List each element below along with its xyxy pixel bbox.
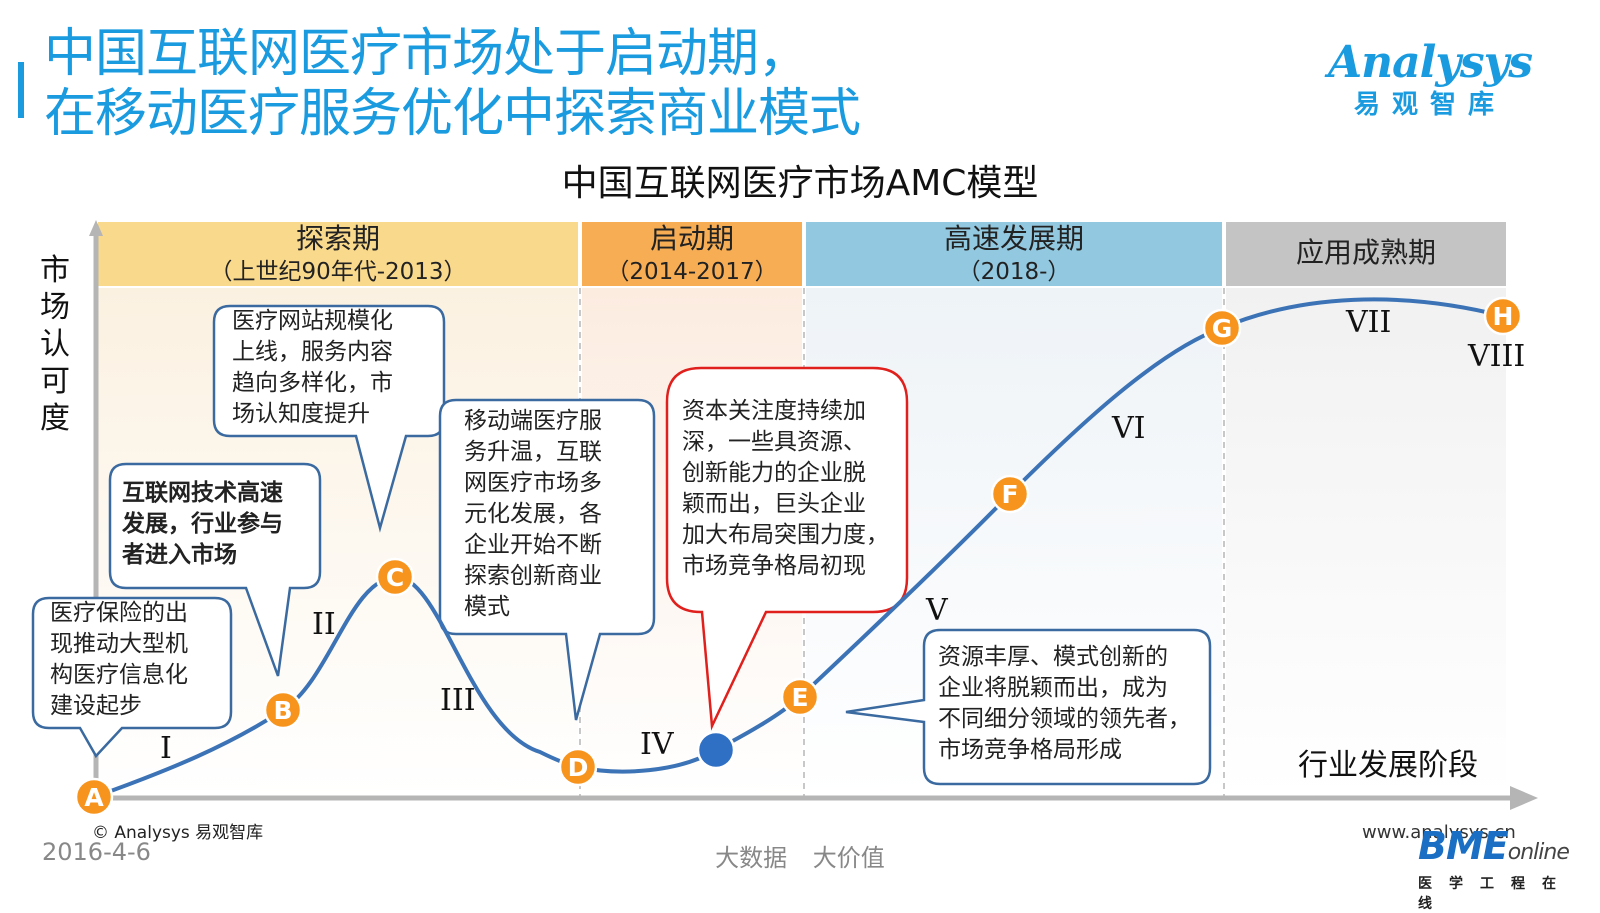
phase-label-3: 高速发展期 (943, 222, 1084, 255)
title-accent-bar (18, 62, 24, 118)
callout-text-5: 资本关注度持续加 深，一些具资源、 创新能力的企业脱 颖而出，巨头企业 加大布局突围力度… (682, 396, 889, 582)
curve-point-label-d: D (568, 753, 589, 782)
callout-5-line-3: 创新能力的企业脱 (682, 460, 866, 486)
callout-1-line-4: 建设起步 (50, 693, 142, 719)
stage-numeral-4: IV (640, 727, 674, 762)
callout-4-line-6: 探索创新商业 (464, 563, 602, 589)
stage-numeral-8: VIII (1468, 339, 1526, 374)
curve-point-label-a: A (84, 783, 104, 812)
callout-6-line-3: 不同细分领域的领先者， (938, 706, 1191, 732)
stage-numeral-3: III (440, 683, 476, 718)
curve-point-label-e: E (791, 683, 808, 712)
callout-bubble-1 (31, 596, 233, 759)
phase-header-1 (98, 222, 578, 286)
callout-5-line-6: 市场竞争格局初现 (682, 553, 866, 579)
phase-label-1: 探索期 (295, 222, 380, 255)
callout-4-line-4: 元化发展，各 (464, 501, 602, 527)
callout-5-line-5: 加大布局突围力度， (682, 522, 889, 548)
analysys-logo: Analysys 易观智库 (1310, 38, 1550, 138)
curve-point-current (696, 730, 736, 770)
curve-point-label-c: C (386, 563, 404, 592)
callout-1-line-1: 医疗保险的出 (50, 600, 188, 626)
callout-6-line-4: 市场竞争格局形成 (938, 737, 1122, 763)
callout-3-line-2: 上线，服务内容 (232, 339, 393, 365)
callout-2-line-3: 者进入市场 (122, 542, 237, 568)
callout-text-6: 资源丰厚、模式创新的 企业将脱颖而出，成为 不同细分领域的领先者， 市场竞争格局形成 (938, 642, 1191, 766)
bme-logo-online: online (1507, 840, 1570, 865)
phase-years-1: （上世纪90年代-2013） (209, 259, 467, 285)
phase-background-4 (1226, 288, 1506, 796)
curve-point-d (558, 747, 598, 787)
callout-text-3: 医疗网站规模化 上线，服务内容 趋向多样化，市 场认知度提升 (232, 306, 393, 430)
page-title: 中国互联网医疗市场处于启动期， 在移动医疗服务优化中探索商业模式 (44, 24, 861, 144)
callout-3-line-3: 趋向多样化，市 (232, 370, 393, 396)
curve-point-label-b: B (273, 696, 292, 725)
callout-3-line-1: 医疗网站规模化 (232, 308, 393, 334)
report-date: 2016-4-6 (42, 838, 151, 866)
stage-numeral-2: II (312, 607, 336, 642)
stage-numeral-1: I (160, 731, 172, 766)
callout-2-line-2: 发展，行业参与 (122, 511, 283, 537)
page-title-line-1: 中国互联网医疗市场处于启动期， (44, 24, 810, 84)
curve-point-label-g: G (1212, 314, 1233, 343)
curve-point-g (1202, 308, 1242, 348)
bme-logo-chinese: 医学工程在线 (1418, 876, 1573, 912)
bme-logo-main: BME (1418, 824, 1509, 868)
callout-bubble-5 (665, 366, 909, 731)
y-axis-arrow (89, 220, 103, 236)
callout-5-line-1: 资本关注度持续加 (682, 398, 866, 424)
callout-3-line-4: 场认知度提升 (232, 401, 370, 427)
callout-6-line-2: 企业将脱颖而出，成为 (938, 675, 1168, 701)
phase-years-2: （2014-2017） (606, 259, 778, 285)
callout-4-line-1: 移动端医疗服 (464, 408, 602, 434)
curve-point-e (780, 677, 820, 717)
phase-header-2 (582, 222, 802, 286)
phase-header-3 (806, 222, 1222, 286)
callout-1-line-2: 现推动大型机 (50, 631, 188, 657)
x-axis-arrow (1510, 786, 1538, 810)
stage-numeral-5: V (926, 593, 948, 628)
curve-point-c (375, 557, 415, 597)
x-axis-label: 行业发展阶段 (1298, 748, 1478, 783)
phase-label-4: 应用成熟期 (1295, 236, 1436, 269)
curve-point-label-f: F (1001, 480, 1018, 509)
diagram-title: 中国互联网医疗市场AMC模型 (561, 163, 1039, 204)
curve-point-label-h: H (1493, 302, 1514, 331)
phase-header-4 (1226, 222, 1506, 286)
slogan: 大数据 大价值 (715, 844, 885, 872)
callout-4-line-3: 网医疗市场多 (464, 470, 602, 496)
callout-bubble-3 (212, 304, 446, 533)
bme-online-logo: BMEonline 医学工程在线 (1418, 826, 1600, 913)
callout-4-line-5: 企业开始不断 (464, 532, 602, 558)
curve-point-f (990, 474, 1030, 514)
callout-5-line-4: 颖而出，巨头企业 (682, 491, 866, 517)
stage-numeral-6: VI (1112, 411, 1146, 446)
amc-curve (93, 297, 1504, 799)
callout-4-line-2: 务升温，互联 (464, 439, 602, 465)
website-url: www.analysys.cn (1362, 822, 1516, 843)
callout-bubble-6 (845, 628, 1212, 786)
callout-5-line-2: 深，一些具资源、 (682, 429, 866, 455)
callout-6-line-1: 资源丰厚、模式创新的 (938, 644, 1168, 670)
curve-point-b (263, 690, 303, 730)
logo-english: Analysys (1327, 37, 1533, 88)
page-title-line-2: 在移动医疗服务优化中探索商业模式 (44, 84, 861, 144)
callout-1-line-3: 构医疗信息化 (50, 662, 188, 688)
curve-point-a (74, 777, 114, 817)
phase-years-3: （2018-） (957, 259, 1071, 285)
logo-chinese: 易观智库 (1353, 90, 1506, 120)
callout-text-2: 互联网技术高速 发展，行业参与 者进入市场 (122, 478, 283, 571)
curve-point-h (1483, 296, 1523, 336)
y-axis-label: 市场认可度 (40, 253, 70, 436)
callout-bubble-2 (108, 462, 322, 677)
callout-4-line-7: 模式 (464, 594, 510, 620)
callout-text-4: 移动端医疗服 务升温，互联 网医疗市场多 元化发展，各 企业开始不断 探索创新商业 模式 (464, 406, 602, 623)
stage-numeral-7: VII (1346, 305, 1392, 340)
callout-text-1: 医疗保险的出 现推动大型机 构医疗信息化 建设起步 (50, 598, 188, 722)
phase-label-2: 启动期 (649, 222, 734, 255)
copyright: © Analysys 易观智库 (92, 823, 264, 843)
callout-2-line-1: 互联网技术高速 (122, 480, 283, 506)
callout-bubble-4 (438, 398, 656, 721)
